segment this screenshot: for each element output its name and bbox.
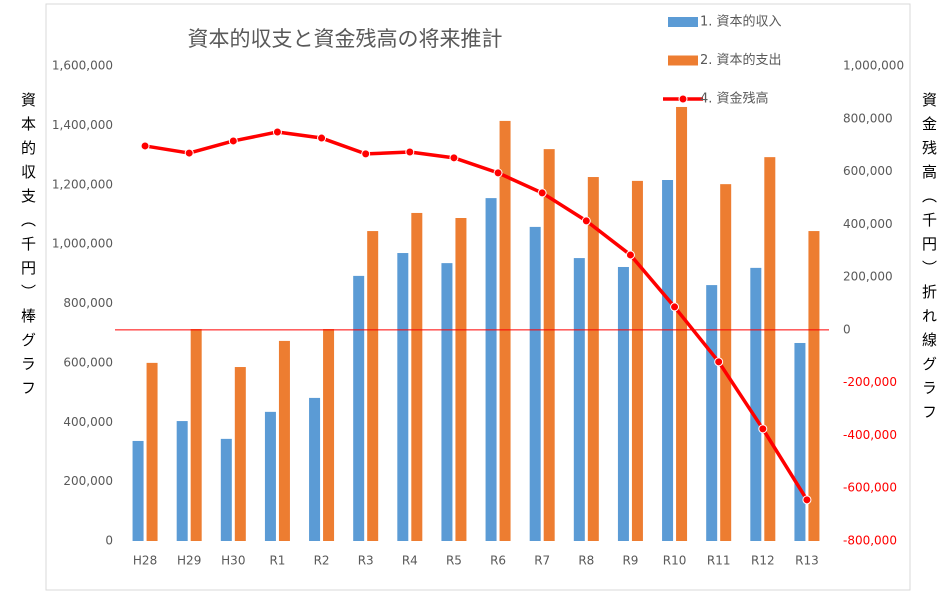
line-marker <box>405 147 415 157</box>
x-tick-label: R5 <box>446 554 462 568</box>
line-marker <box>625 250 635 260</box>
x-tick-label: H29 <box>177 554 201 568</box>
y2-tick-label: 600,000 <box>843 164 893 178</box>
chart-title: 資本的収支と資金残高の将来推計 <box>188 27 503 51</box>
x-tick-label: R3 <box>358 554 374 568</box>
bar <box>323 329 335 541</box>
bar <box>132 440 144 541</box>
bar <box>146 362 158 541</box>
legend-label: 4. 資金残高 <box>700 91 769 107</box>
line <box>144 130 809 501</box>
bar <box>397 253 409 541</box>
y2-tick-label: 1,000,000 <box>843 59 904 73</box>
bar <box>529 226 541 541</box>
y-tick-label: 0 <box>105 534 113 548</box>
bar <box>750 267 762 541</box>
line-marker <box>228 136 238 146</box>
bar <box>176 421 188 541</box>
line-marker <box>493 168 503 178</box>
y-tick-label: 1,600,000 <box>52 59 113 73</box>
bar <box>587 177 599 541</box>
line-marker <box>802 495 812 505</box>
bar <box>220 438 232 541</box>
y2-tick-label: 200,000 <box>843 270 893 284</box>
legend-label: 2. 資本的支出 <box>700 52 782 68</box>
bar <box>441 263 453 541</box>
line-marker <box>140 141 150 151</box>
y-tick-label: 1,000,000 <box>52 237 113 251</box>
legend-swatch <box>678 94 688 104</box>
y2-tick-label: 400,000 <box>843 217 893 231</box>
bar <box>706 285 718 541</box>
bar <box>264 411 276 541</box>
line-marker <box>317 133 327 143</box>
line-marker <box>581 216 591 226</box>
line-marker <box>272 127 282 137</box>
line-marker <box>670 302 680 312</box>
x-tick-label: R2 <box>314 554 330 568</box>
bar <box>455 218 467 541</box>
line-marker <box>537 188 547 198</box>
line-marker <box>714 357 724 367</box>
x-tick-label: H30 <box>221 554 245 568</box>
x-tick-label: H28 <box>133 554 157 568</box>
y-tick-label: 1,400,000 <box>52 118 113 132</box>
x-tick-label: R9 <box>622 554 638 568</box>
x-tick-label: R10 <box>663 554 687 568</box>
bar <box>234 367 246 541</box>
line-marker <box>758 424 768 434</box>
bar <box>720 184 732 541</box>
bar <box>190 329 202 541</box>
x-tick-label: R7 <box>534 554 550 568</box>
x-tick-label: R13 <box>795 554 819 568</box>
bar <box>309 397 321 541</box>
legend-label: 1. 資本的収入 <box>700 14 782 30</box>
bar <box>794 342 806 541</box>
y-tick-label: 200,000 <box>63 474 113 488</box>
y2-tick-label: -400,000 <box>843 428 897 442</box>
bar <box>543 149 555 541</box>
line-marker <box>184 148 194 158</box>
bar <box>499 120 511 541</box>
line-marker <box>449 153 459 163</box>
legend-swatch <box>668 17 698 27</box>
bar <box>617 266 629 541</box>
bar <box>367 231 379 541</box>
bar <box>808 231 820 541</box>
bar <box>676 106 688 541</box>
bar <box>278 340 290 541</box>
y-axis-title: 資本的収支（千円）棒グラフ <box>19 92 37 404</box>
x-tick-label: R6 <box>490 554 506 568</box>
x-tick-label: R8 <box>578 554 594 568</box>
y2-tick-label: -600,000 <box>843 481 897 495</box>
y2-tick-label: 800,000 <box>843 111 893 125</box>
x-tick-label: R11 <box>707 554 731 568</box>
chart-border <box>45 3 911 591</box>
bar <box>764 157 776 541</box>
x-tick-label: R1 <box>269 554 285 568</box>
y2-tick-label: 0 <box>843 322 851 336</box>
legend-swatch <box>668 55 698 66</box>
x-tick-label: R12 <box>751 554 775 568</box>
y-tick-label: 800,000 <box>63 296 113 310</box>
y2-axis-title: 資金残高（千円）折れ線グラフ <box>920 92 938 428</box>
bar <box>631 180 643 541</box>
bar <box>353 275 365 541</box>
y-tick-label: 600,000 <box>63 355 113 369</box>
bar <box>485 198 497 541</box>
x-tick-label: R4 <box>402 554 418 568</box>
y2-tick-label: -200,000 <box>843 375 897 389</box>
line-marker <box>361 149 371 159</box>
y2-tick-label: -800,000 <box>843 534 897 548</box>
y-tick-label: 400,000 <box>63 415 113 429</box>
bar <box>411 212 423 541</box>
bar <box>573 258 585 541</box>
bar <box>662 180 674 541</box>
y-tick-label: 1,200,000 <box>52 177 113 191</box>
